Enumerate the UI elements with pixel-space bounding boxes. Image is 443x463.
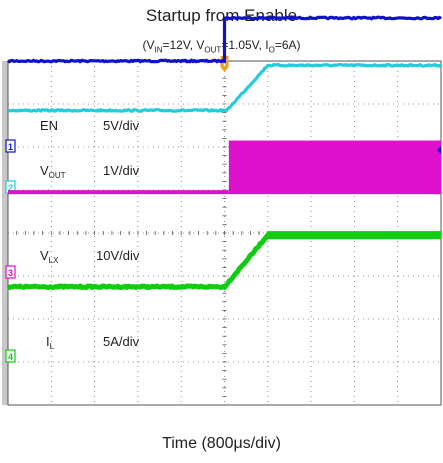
- trace-IL-ripple: [224, 231, 441, 288]
- channel-marker-label-VOUT: 2: [8, 183, 13, 193]
- chart-title: Startup from Enable: [145, 6, 298, 25]
- channel-label-EN: EN: [40, 118, 58, 133]
- channel-label-VLX: VLX: [40, 248, 59, 265]
- channel-label-VOUT: VOUT: [40, 163, 66, 180]
- channel-marker-EN: [5, 139, 16, 153]
- channel-marker-label-VLX: 3: [8, 268, 13, 278]
- channel-scale-EN: 5V/div: [103, 118, 140, 133]
- channel-scale-IL: 5A/div: [103, 334, 140, 349]
- channel-marker-VLX: [5, 265, 16, 279]
- channel-scale-VOUT: 1V/div: [103, 163, 140, 178]
- chart-subtitle: (VIN=12V, VOUT=1.05V, IO=6A): [142, 38, 301, 55]
- trace-EN: [6, 15, 443, 64]
- channel-marker-IL: [5, 349, 16, 363]
- left-strip: [2, 61, 8, 405]
- trace-VLX-switching: [228, 140, 441, 195]
- trace-VLX-low: [8, 190, 229, 195]
- x-axis-label: Time (800μs/div): [162, 435, 281, 452]
- channel-label-IL: IL: [46, 334, 55, 351]
- trace-VOUT: [7, 62, 442, 113]
- channel-scale-VLX: 10V/div: [96, 248, 140, 263]
- en-level-indicator: [437, 146, 441, 154]
- channel-marker-label-EN: 1: [8, 142, 13, 152]
- channel-marker-label-IL: 4: [8, 352, 13, 362]
